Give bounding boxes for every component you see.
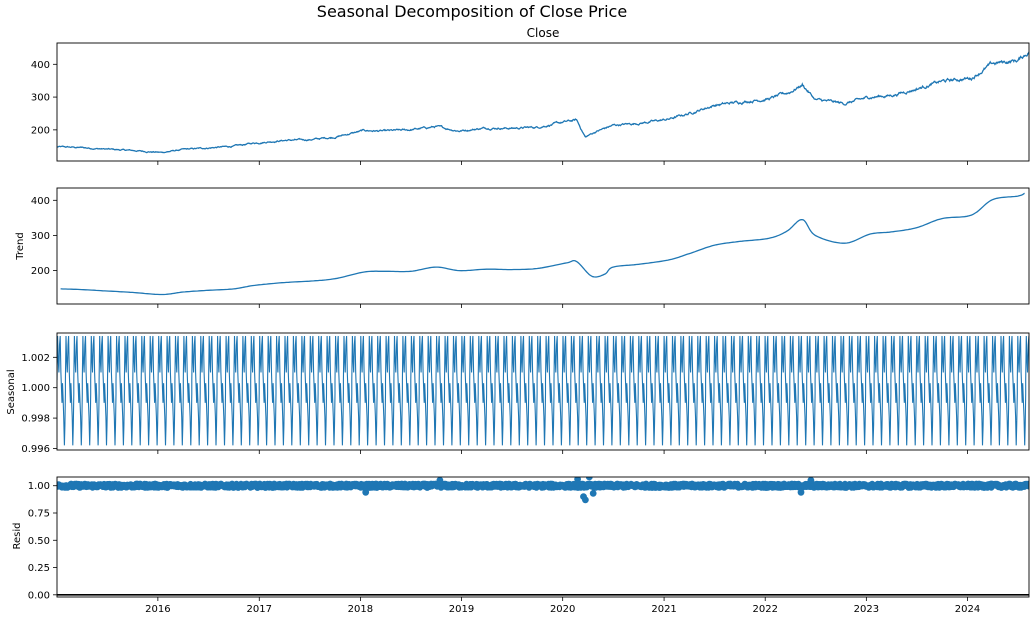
trend-ytick-label: 400 xyxy=(31,196,50,207)
trend-ylabel: Trend xyxy=(15,232,26,260)
seasonal-series-line xyxy=(57,335,1029,446)
resid-ytick-label: 1.00 xyxy=(28,481,50,492)
close-series-line xyxy=(57,51,1029,154)
close-ytick-label: 200 xyxy=(31,125,50,136)
figure-title: Seasonal Decomposition of Close Price xyxy=(317,2,627,21)
trend-ytick-label: 300 xyxy=(31,231,50,242)
resid-frame xyxy=(56,476,1030,598)
resid-point xyxy=(1025,483,1029,490)
x-tick-label: 2016 xyxy=(145,604,170,615)
resid-point xyxy=(589,490,597,497)
trend-series-line xyxy=(60,192,1025,296)
x-tick-label: 2017 xyxy=(247,604,272,615)
close-panel-title: Close xyxy=(527,26,560,40)
seasonal-ylabel: Seasonal xyxy=(6,369,17,414)
x-tick-label: 2023 xyxy=(854,604,879,615)
resid-ytick-label: 0.75 xyxy=(28,509,50,520)
close-panel: Close 200 300 400 xyxy=(31,26,1030,165)
resid-ytick-label: 0.25 xyxy=(28,563,50,574)
resid-point xyxy=(362,488,370,496)
resid-ytick-label: 0.00 xyxy=(28,590,50,601)
seasonal-ytick-label: 0.996 xyxy=(21,444,50,455)
resid-panel: Resid 0.00 0.25 0.50 0.75 1.00 xyxy=(12,476,1030,601)
trend-ytick-label: 200 xyxy=(31,266,50,277)
resid-point xyxy=(807,477,815,484)
close-ytick-label: 400 xyxy=(31,60,50,71)
resid-point xyxy=(436,477,444,484)
resid-point xyxy=(585,477,593,481)
x-tick-label: 2020 xyxy=(550,604,575,615)
resid-ytick-label: 0.50 xyxy=(28,536,50,547)
resid-points xyxy=(57,477,1029,504)
x-tick-label: 2019 xyxy=(449,604,474,615)
seasonal-panel: Seasonal 0.996 0.998 1.000 1.002 xyxy=(6,332,1030,455)
resid-point xyxy=(582,496,589,504)
x-tick-label: 2024 xyxy=(955,604,980,615)
close-ytick-label: 300 xyxy=(31,93,50,104)
x-tick-label: 2022 xyxy=(752,604,777,615)
resid-point xyxy=(574,477,581,483)
resid-point xyxy=(797,488,805,496)
x-tick-label: 2021 xyxy=(651,604,676,615)
x-axis-ticks: 2016 2017 2018 2019 2020 2021 2022 2023 2024 xyxy=(145,604,980,615)
seasonal-ytick-label: 1.002 xyxy=(21,353,50,364)
resid-ylabel: Resid xyxy=(12,523,23,550)
seasonal-frame xyxy=(56,332,1030,451)
seasonal-ytick-label: 0.998 xyxy=(21,414,50,425)
x-tick-label: 2018 xyxy=(348,604,373,615)
seasonal-ytick-label: 1.000 xyxy=(21,383,50,394)
trend-frame xyxy=(56,187,1030,305)
trend-panel: Trend 200 300 400 xyxy=(15,187,1030,308)
close-frame xyxy=(56,42,1030,162)
